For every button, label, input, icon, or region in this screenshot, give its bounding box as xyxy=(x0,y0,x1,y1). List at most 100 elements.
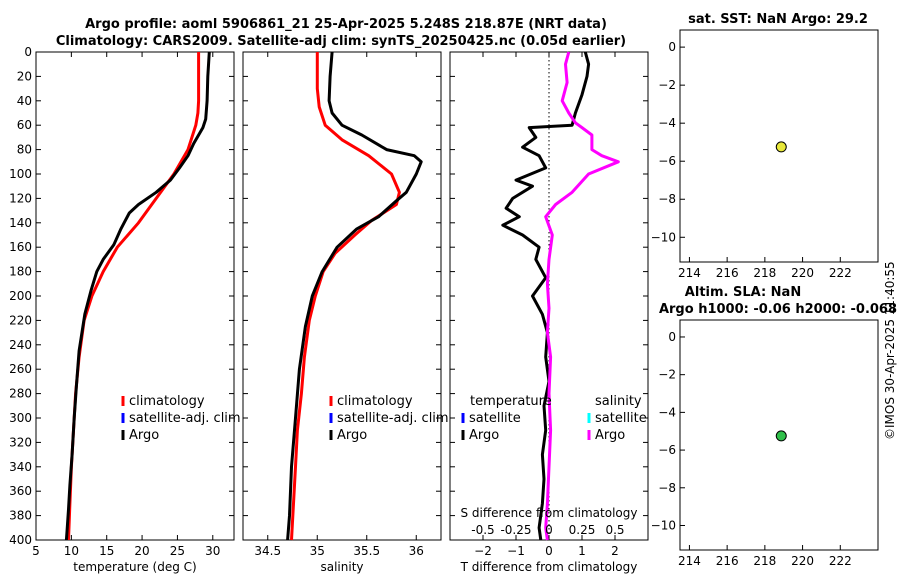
y-tick-label: 140 xyxy=(9,216,32,230)
x-tick-label: 30 xyxy=(205,544,220,558)
x-tick-label: 218 xyxy=(753,266,776,280)
x-axis-label: salinity xyxy=(320,560,363,574)
legend-heading: salinity xyxy=(595,394,642,409)
x-tick-label: 0 xyxy=(545,544,553,558)
x-tick-label: 1 xyxy=(578,544,586,558)
x-tick-label: 222 xyxy=(829,266,852,280)
y-tick-label: 320 xyxy=(9,435,32,449)
temperature-panel: 5 10 15 20 25 3002040608010012014016018020022… xyxy=(9,45,241,574)
y-tick-label: 80 xyxy=(17,143,32,157)
main-title-line1: Argo profile: aoml 5906861_21 25-Apr-202… xyxy=(85,17,607,32)
y-tick-label: 200 xyxy=(9,289,32,303)
y-tick-label: 300 xyxy=(9,411,32,425)
secondary-x-tick-label: 0.25 xyxy=(569,523,596,537)
x-tick-label: 35.5 xyxy=(353,544,380,558)
y-tick-label: 160 xyxy=(9,240,32,254)
y-tick-label: 280 xyxy=(9,387,32,401)
legend-label: satellite xyxy=(595,411,647,426)
series-line-climatology xyxy=(67,52,201,541)
secondary-x-tick-label: -0.5 xyxy=(471,523,494,537)
legend-label: Argo xyxy=(129,428,159,443)
y-tick-label: 0 xyxy=(668,40,676,54)
legend-heading: temperature xyxy=(470,394,552,409)
y-tick-label: −4 xyxy=(658,405,676,419)
secondary-x-axis-label: S difference from climatology xyxy=(461,506,638,520)
x-tick-label: 222 xyxy=(829,554,852,568)
y-tick-label: 40 xyxy=(17,94,32,108)
secondary-x-tick-label: -0.25 xyxy=(500,523,531,537)
float-position-marker xyxy=(775,141,787,153)
legend-label: climatology xyxy=(337,394,413,409)
y-tick-label: 120 xyxy=(9,191,32,205)
y-tick-label: 180 xyxy=(9,265,32,279)
series-line-s-argo-clim xyxy=(544,51,620,541)
y-tick-label: 380 xyxy=(9,509,32,523)
y-tick-label: 360 xyxy=(9,484,32,498)
y-tick-label: 20 xyxy=(17,69,32,83)
float-position-marker xyxy=(775,430,787,442)
legend-label: satellite xyxy=(469,411,521,426)
sla-map-panel: 214 216 218 220 222 0 −2 −4 −6 −8 −10 Altim. SLA: N… xyxy=(651,285,897,568)
y-tick-label: 220 xyxy=(9,313,32,327)
y-tick-label: −2 xyxy=(658,78,676,92)
x-tick-label: 2 xyxy=(611,544,619,558)
y-tick-label: 0 xyxy=(24,45,32,59)
series-line-argo xyxy=(64,51,211,541)
x-tick-label: 10 xyxy=(64,544,79,558)
salinity-panel: 34.5 35 35.5 36 salinity climatology satellite… xyxy=(242,51,449,574)
x-tick-label: 5 xyxy=(32,544,40,558)
series-line-t-argo-clim xyxy=(501,51,591,541)
x-tick-label: 218 xyxy=(753,554,776,568)
y-tick-label: −8 xyxy=(658,481,676,495)
x-tick-label: 220 xyxy=(791,266,814,280)
y-tick-label: −4 xyxy=(658,116,676,130)
legend-label: satellite-adj. clim xyxy=(129,411,241,426)
x-tick-label: 216 xyxy=(716,554,739,568)
y-tick-label: 100 xyxy=(9,167,32,181)
sst-map-panel: 214 216 218 220 222 0 −2 −4 −6 −8 −10 sat. SST: NaN… xyxy=(651,12,879,280)
x-axis-label: T difference from climatology xyxy=(460,560,638,574)
difference-panel: −2 −1 0 1 2 T difference from climatology S di… xyxy=(449,51,649,574)
x-tick-label: 214 xyxy=(678,266,701,280)
series-line-argo xyxy=(286,51,423,541)
x-tick-label: 25 xyxy=(170,544,185,558)
x-tick-label: 20 xyxy=(134,544,149,558)
secondary-x-tick-label: 0.5 xyxy=(605,523,624,537)
y-tick-label: −10 xyxy=(651,518,676,532)
y-tick-label: 340 xyxy=(9,460,32,474)
main-title-line2: Climatology: CARS2009. Satellite-adj cli… xyxy=(56,34,626,49)
series-line-climatology xyxy=(290,52,401,541)
x-tick-label: 35 xyxy=(310,544,325,558)
x-tick-label: 15 xyxy=(99,544,114,558)
map-title: sat. SST: NaN Argo: 29.2 xyxy=(688,12,868,27)
side-timestamp: ©IMOS 30-Apr-2025 11:40:55 xyxy=(883,261,897,440)
y-tick-label: −10 xyxy=(651,230,676,244)
y-tick-label: −2 xyxy=(658,368,676,382)
y-tick-label: −6 xyxy=(658,443,676,457)
map-subtitle: Argo h1000: -0.06 h2000: -0.068 xyxy=(659,302,897,317)
x-tick-label: 34.5 xyxy=(254,544,281,558)
plot-frame xyxy=(679,29,879,263)
x-tick-label: 214 xyxy=(678,554,701,568)
legend-label: satellite-adj. clim xyxy=(337,411,449,426)
y-tick-label: 60 xyxy=(17,118,32,132)
plot-frame xyxy=(679,319,879,551)
legend-label: Argo xyxy=(337,428,367,443)
y-tick-label: 240 xyxy=(9,338,32,352)
y-tick-label: −6 xyxy=(658,154,676,168)
map-title: Altim. SLA: NaN xyxy=(685,285,801,300)
legend-label: climatology xyxy=(129,394,205,409)
legend-label: Argo xyxy=(469,428,499,443)
x-tick-label: 36 xyxy=(409,544,424,558)
x-tick-label: 216 xyxy=(716,266,739,280)
x-axis-label: temperature (deg C) xyxy=(73,560,196,574)
x-tick-label: 220 xyxy=(791,554,814,568)
legend-label: Argo xyxy=(595,428,625,443)
x-tick-label: −1 xyxy=(507,544,525,558)
y-tick-label: 400 xyxy=(9,533,32,547)
y-tick-label: 0 xyxy=(668,330,676,344)
x-tick-label: −2 xyxy=(474,544,492,558)
secondary-x-tick-label: 0 xyxy=(545,523,553,537)
y-tick-label: 260 xyxy=(9,362,32,376)
